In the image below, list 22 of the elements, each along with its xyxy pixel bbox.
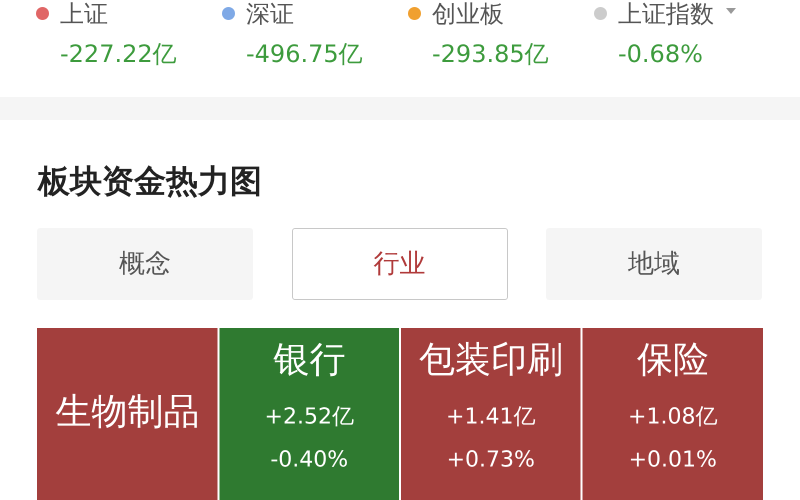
category-label: 上证: [60, 0, 108, 28]
category-label: 创业板: [432, 0, 504, 28]
tab[interactable]: 概念: [37, 228, 253, 300]
tab[interactable]: 行业: [292, 228, 508, 300]
data-label: +0.73%: [446, 448, 535, 473]
text: 板块资金热力图: [38, 162, 262, 200]
data-label: -293.85亿: [432, 40, 549, 68]
data-label: -0.68%: [618, 40, 703, 68]
category-label: 上证指数: [618, 0, 714, 28]
data-label: +1.08亿: [628, 404, 718, 430]
data-label: -227.22亿: [60, 40, 177, 68]
tab[interactable]: 地域: [546, 228, 762, 300]
category-label: 包装印刷: [418, 339, 563, 380]
category-label: 保险: [636, 339, 709, 380]
data-label: -496.75亿: [246, 40, 363, 68]
data-label: +1.41亿: [446, 404, 536, 430]
category-label: 深证: [246, 0, 294, 28]
data-label: +0.01%: [628, 448, 717, 473]
data-label: -0.40%: [270, 448, 348, 473]
category-label: 银行: [272, 339, 346, 380]
data-label: +2.52亿: [264, 404, 354, 430]
category-label: 生物制品: [55, 391, 200, 432]
